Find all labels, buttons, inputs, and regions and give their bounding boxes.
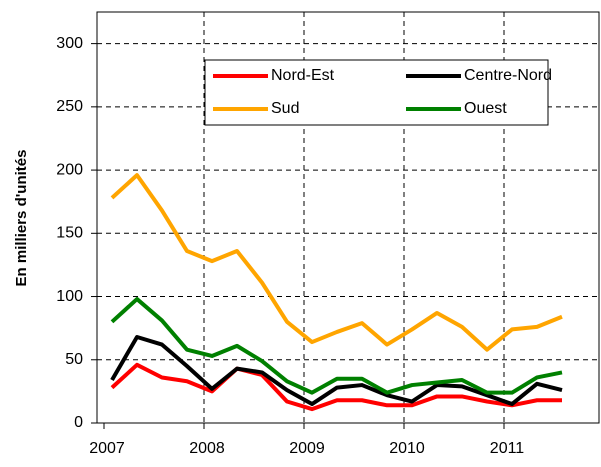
legend-label: Centre-Nord xyxy=(464,67,552,84)
x-tick-label: 2011 xyxy=(490,440,525,457)
legend-label: Ouest xyxy=(464,100,507,117)
y-axis-label: En milliers d'unités xyxy=(13,150,30,287)
y-tick-label: 200 xyxy=(56,161,83,178)
y-tick-label: 250 xyxy=(56,98,83,115)
y-tick-label: 100 xyxy=(56,288,83,305)
series-line xyxy=(110,173,563,352)
x-tick-label: 2008 xyxy=(189,440,225,457)
plot-frame xyxy=(96,11,600,424)
x-tick-label: 2010 xyxy=(389,440,425,457)
x-tick-label: 2007 xyxy=(89,440,125,457)
x-tick-label: 2009 xyxy=(289,440,325,457)
legend-label: Nord-Est xyxy=(271,67,335,84)
series-line xyxy=(110,335,563,407)
series-line xyxy=(110,297,563,395)
y-tick-label: 0 xyxy=(74,414,83,431)
y-tick-label: 300 xyxy=(56,35,83,52)
legend-label: Sud xyxy=(271,100,299,117)
legend-box xyxy=(204,59,549,126)
y-tick-label: 150 xyxy=(56,225,83,242)
series-line xyxy=(110,362,562,412)
y-tick-label: 50 xyxy=(65,351,83,368)
